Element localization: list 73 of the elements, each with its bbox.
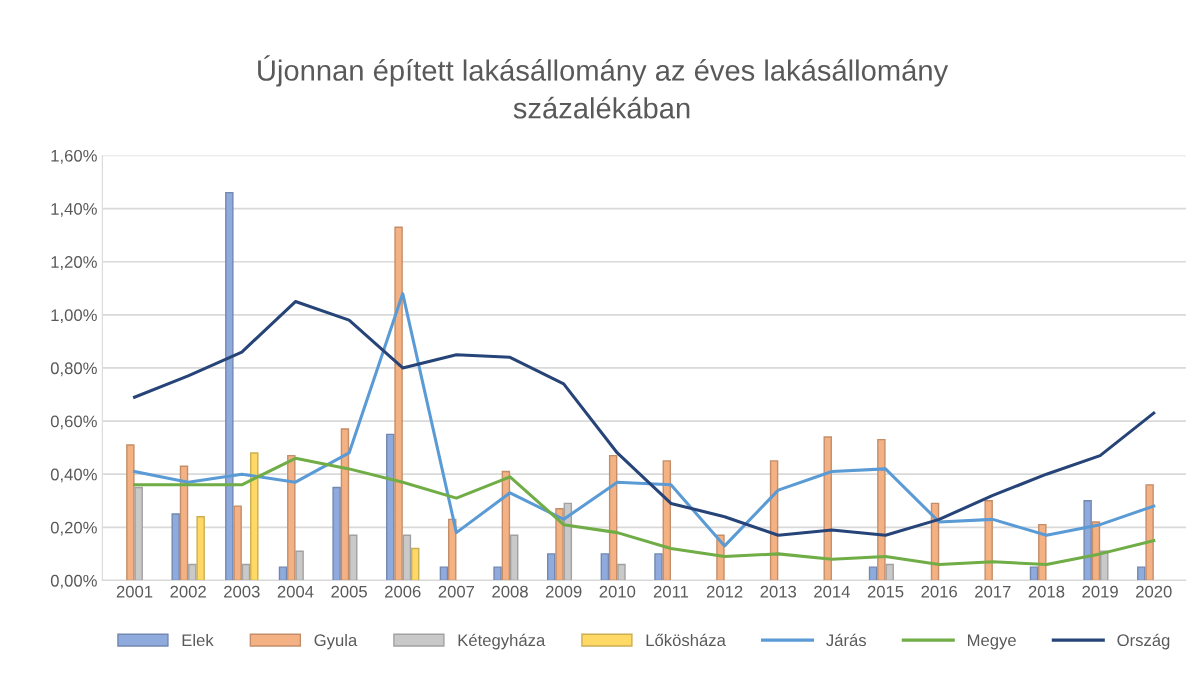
x-tick-label: 2004	[277, 585, 314, 598]
bar	[868, 566, 878, 581]
x-tick-label: 2003	[224, 585, 260, 598]
y-tick-label: 0,20%	[50, 521, 97, 536]
bar	[877, 438, 886, 581]
y-tick-label: 0,60%	[50, 415, 97, 430]
bar	[1029, 566, 1039, 581]
x-tick-label: 2016	[921, 585, 957, 598]
x-tick-label: 2008	[492, 585, 528, 598]
y-tick-label: 1,00%	[51, 309, 97, 324]
legend-label: Megye	[967, 634, 1016, 650]
x-tick-label: 2001	[116, 585, 153, 598]
bar	[233, 505, 242, 581]
x-tick-label: 2014	[814, 585, 850, 598]
x-tick-label: 2005	[331, 585, 367, 598]
x-tick-label: 2018	[1028, 585, 1065, 598]
x-tick-label: 2019	[1082, 585, 1118, 598]
bar	[287, 454, 296, 581]
x-tick-label: 2006	[385, 585, 421, 598]
x-tick-label: 2020	[1136, 585, 1172, 598]
y-tick-label: 1,60%	[51, 149, 97, 164]
legend-label: Lőkösháza	[646, 633, 726, 647]
legend-label: Ország	[1117, 633, 1170, 650]
bar	[493, 566, 502, 581]
x-tick-label: 2015	[867, 585, 904, 598]
bar	[984, 500, 993, 581]
bar	[402, 534, 412, 581]
bar	[555, 508, 564, 581]
bar	[332, 486, 341, 581]
bar	[394, 226, 403, 581]
bar	[546, 553, 556, 581]
bar	[188, 563, 197, 581]
x-tick-label: 2011	[653, 585, 689, 598]
y-tick-label: 0,00%	[50, 574, 97, 589]
x-tick-label: 2013	[760, 585, 797, 598]
bar	[654, 553, 663, 581]
x-tick-label: 2010	[599, 585, 636, 598]
bar	[1137, 566, 1146, 581]
bar	[295, 550, 304, 581]
x-tick-label: 2002	[170, 585, 206, 598]
bar	[1145, 484, 1154, 581]
bar	[241, 563, 251, 581]
legend-label: Elek	[182, 633, 214, 647]
bar	[171, 513, 180, 581]
bar	[250, 452, 259, 581]
bar	[126, 444, 135, 581]
line-series	[133, 456, 1156, 567]
bar	[410, 547, 420, 581]
x-tick-label: 2009	[545, 585, 582, 598]
y-tick-label: 0,40%	[50, 468, 97, 483]
bar	[134, 486, 143, 581]
x-tick-label: 2017	[975, 585, 1011, 598]
legend-label: Gyula	[314, 633, 358, 650]
bar	[1083, 500, 1092, 581]
x-tick-label: 2007	[438, 585, 475, 598]
chart-title: Újonnan épített lakásállomány az éves lakásállomány százalékában	[258, 55, 949, 119]
bar	[278, 566, 288, 581]
bar	[885, 563, 894, 581]
bar	[386, 433, 395, 581]
bar	[340, 428, 350, 581]
legend-label: Kétegyháza	[458, 633, 546, 650]
bar	[617, 563, 626, 581]
y-tick-label: 0,80%	[50, 362, 97, 377]
bar	[225, 191, 234, 581]
bar	[600, 553, 610, 581]
bar	[196, 516, 205, 581]
y-tick-label: 1,40%	[51, 203, 97, 217]
legend-label: Járás	[826, 633, 867, 647]
bar	[349, 534, 358, 581]
bar	[509, 534, 519, 581]
x-tick-label: 2012	[706, 585, 743, 598]
y-tick-label: 1,20%	[51, 256, 97, 270]
bar	[439, 566, 449, 581]
